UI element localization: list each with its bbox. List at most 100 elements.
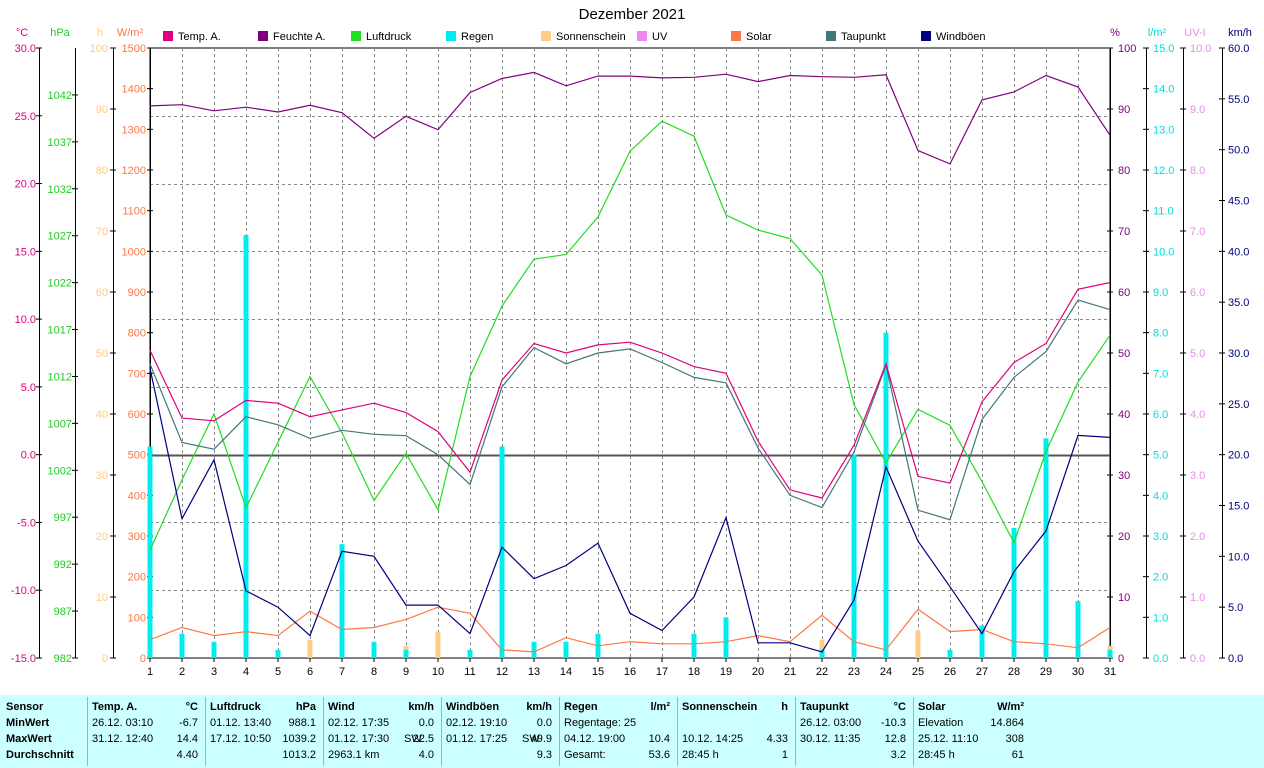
press-tick-label: 1012 <box>48 371 72 383</box>
stat-cell-label: 31.12. 12:40 <box>92 733 154 745</box>
stat-column: Temp. A. °C 26.12. 03:10 -6.7 31.12. 12:40 14… <box>92 695 202 768</box>
x-tick-label: 26 <box>944 666 956 678</box>
bar-regen <box>147 446 153 658</box>
uv-tick-label: 6.0 <box>1190 287 1205 299</box>
rain-tick-label: 14.0 <box>1153 84 1174 96</box>
bar-regen <box>275 649 281 658</box>
x-tick-label: 19 <box>720 666 732 678</box>
bar-regen <box>467 649 473 658</box>
temp-tick-label: -10.0 <box>11 585 36 597</box>
solar-tick-label: 1000 <box>122 246 146 258</box>
stat-column: Sonnenschein h 10.12. 14:25 4.33 28:45 h 1 <box>682 695 792 768</box>
hum-tick-label: 80 <box>1118 165 1130 177</box>
stat-unit: °C <box>185 701 198 713</box>
x-tick-label: 4 <box>243 666 249 678</box>
bar-regen <box>979 625 985 658</box>
temp-tick-label: 5.0 <box>21 382 36 394</box>
bar-sonnenschein <box>819 639 825 658</box>
rain-tick-label: 10.0 <box>1153 246 1174 258</box>
solar-tick-label: 300 <box>128 531 146 543</box>
stat-cell-label: 25.12. 11:10 <box>918 733 979 745</box>
stat-separator <box>87 697 88 766</box>
statistics-panel: Sensor MinWert MaxWert Durchschnitt Temp. A.… <box>0 695 1264 768</box>
legend-item-solar: Solar <box>731 31 772 43</box>
stat-separator <box>323 697 324 766</box>
stat-cell-value: 1013.2 <box>282 749 316 761</box>
bar-regen <box>691 633 697 658</box>
wind-tick-label: 50.0 <box>1228 145 1249 157</box>
legend-label-solar: Solar <box>746 31 772 43</box>
stat-unit: °C <box>893 701 906 713</box>
chart-legend: Temp. A. Feuchte A. Luftdruck Regen Sonn… <box>0 31 1264 45</box>
wind-tick-label: 35.0 <box>1228 297 1249 309</box>
x-tick-label: 13 <box>528 666 540 678</box>
stat-cell-value: 1039.2 <box>282 733 316 745</box>
bar-regen <box>723 617 729 658</box>
rain-tick-label: 13.0 <box>1153 124 1174 136</box>
stat-cell-value: 4.0 <box>418 749 434 761</box>
hum-tick-label: 0 <box>1118 653 1124 665</box>
legend-swatch-rain <box>446 31 456 41</box>
rain-tick-label: 5.0 <box>1153 450 1168 462</box>
hum-tick-label: 50 <box>1118 348 1130 360</box>
temp-tick-label: 0.0 <box>21 450 36 462</box>
bar-regen <box>179 633 185 658</box>
legend-label-humidity: Feuchte A. <box>273 31 326 43</box>
x-tick-label: 16 <box>624 666 636 678</box>
solar-tick-label: 1100 <box>122 206 146 218</box>
stat-separator <box>205 697 206 766</box>
sun-axis-unit: h <box>97 27 103 39</box>
stat-cell-value: 308 <box>1005 733 1024 745</box>
wind-tick-label: 25.0 <box>1228 399 1249 411</box>
bar-sonnenschein <box>915 630 921 658</box>
line-windb-en <box>149 368 1111 653</box>
stat-cell-value: 49.9 <box>530 733 552 745</box>
legend-swatch-temp <box>163 31 173 41</box>
rain-tick-label: 3.0 <box>1153 531 1168 543</box>
stat-header: Sensor <box>6 701 44 713</box>
bar-regen <box>947 649 953 658</box>
wind-tick-label: 20.0 <box>1228 450 1249 462</box>
wind-tick-label: 45.0 <box>1228 196 1249 208</box>
stat-unit: hPa <box>295 701 316 713</box>
legend-swatch-humidity <box>258 31 268 41</box>
hum-axis-unit: % <box>1110 27 1120 39</box>
line-taupunkt <box>149 299 1111 521</box>
bar-regen <box>851 454 857 658</box>
grid <box>150 48 1110 658</box>
solar-tick-label: 1500 <box>122 43 146 55</box>
stat-cell-value: 0.0 <box>418 717 434 729</box>
stat-column: Taupunkt °C 26.12. 03:00 -10.3 30.12. 11:35 1… <box>800 695 910 768</box>
stat-column: Sensor MinWert MaxWert Durchschnitt <box>6 695 86 768</box>
stat-cell-label: Elevation <box>918 717 964 729</box>
x-tick-label: 1 <box>147 666 153 678</box>
stat-column: Solar W/m² Elevation 14.864 25.12. 11:10 308 2… <box>918 695 1028 768</box>
bar-regen <box>243 235 249 659</box>
sun-tick-label: 50 <box>96 348 108 360</box>
x-tick-label: 11 <box>464 666 475 678</box>
wind-tick-label: 0.0 <box>1228 653 1243 665</box>
stat-cell-value: 53.6 <box>648 749 670 761</box>
stat-cell-value: 1 <box>781 749 788 761</box>
stat-header: Regen <box>564 701 598 713</box>
temp-tick-label: 20.0 <box>15 179 36 191</box>
stat-column: Regen l/m² Regentage: 25 04.12. 19:00 10.4 Ge… <box>564 695 674 768</box>
uv-tick-label: 4.0 <box>1190 409 1205 421</box>
bar-regen <box>1075 601 1081 658</box>
hum-tick-label: 70 <box>1118 226 1130 238</box>
solar-tick-label: 400 <box>128 490 146 502</box>
uv-tick-label: 9.0 <box>1190 104 1205 116</box>
x-tick-label: 27 <box>976 666 988 678</box>
rain-tick-label: 12.0 <box>1153 165 1174 177</box>
temp-tick-label: -5.0 <box>17 517 36 529</box>
rain-tick-label: 4.0 <box>1153 490 1168 502</box>
legend-item-pressure: Luftdruck <box>351 31 411 43</box>
uv-tick-label: 2.0 <box>1190 531 1205 543</box>
legend-label-gusts: Windböen <box>936 31 986 43</box>
stat-header: Solar <box>918 701 946 713</box>
stat-cell-label: 26.12. 03:00 <box>800 717 862 729</box>
x-tick-label: 15 <box>592 666 604 678</box>
solar-tick-label: 800 <box>128 328 146 340</box>
stat-separator <box>677 697 678 766</box>
x-tick-label: 6 <box>307 666 313 678</box>
